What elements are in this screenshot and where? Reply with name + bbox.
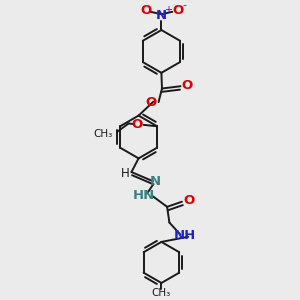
Text: O: O — [183, 194, 194, 207]
Text: CH₃: CH₃ — [93, 129, 112, 139]
Text: NH: NH — [174, 229, 196, 242]
Text: O: O — [131, 118, 143, 131]
Text: HN: HN — [133, 189, 155, 202]
Text: -: - — [183, 1, 187, 10]
Text: N: N — [156, 9, 167, 22]
Text: O: O — [172, 4, 184, 16]
Text: H: H — [121, 167, 130, 180]
Text: CH₃: CH₃ — [152, 288, 171, 298]
Text: O: O — [145, 96, 156, 109]
Text: N: N — [150, 175, 161, 188]
Text: +: + — [164, 5, 172, 15]
Text: O: O — [182, 79, 193, 92]
Text: O: O — [140, 4, 151, 16]
